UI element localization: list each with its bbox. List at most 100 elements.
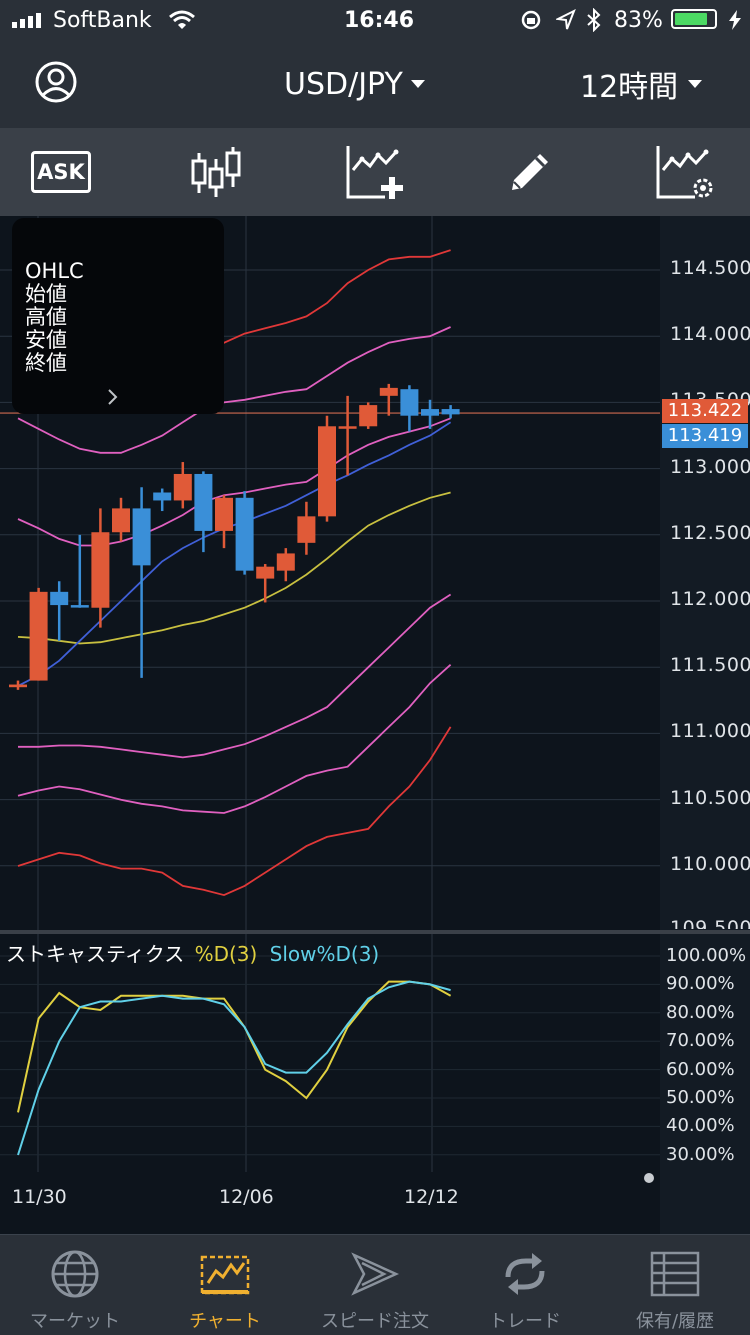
orientation-lock-icon [521, 10, 541, 30]
tab-label: チャート [189, 1311, 261, 1332]
wifi-icon [169, 10, 195, 29]
ma-blue-line [17, 421, 452, 687]
candle-body [153, 492, 172, 501]
ohlc-title: OHLC [25, 259, 84, 283]
candle-body [50, 591, 69, 606]
stoch-slow-d-line [17, 980, 451, 1156]
timeframe-selector[interactable]: 12時間 [580, 62, 703, 106]
chevron-down-icon [688, 80, 703, 88]
ma-yellow-line [17, 491, 451, 645]
tab-market[interactable]: マーケット [0, 1235, 150, 1335]
band-red-lower [17, 726, 452, 897]
candle-body [112, 508, 130, 533]
band-pink-outer-upper [17, 326, 451, 454]
stoch-y-tick: 60.00% [666, 1058, 735, 1080]
tab-positions-history[interactable]: 保有/履歴 [600, 1235, 750, 1335]
chart-type-button[interactable] [161, 128, 271, 216]
price-axis [660, 216, 750, 1234]
pencil-icon [512, 154, 548, 190]
y-tick: 112.500 [670, 521, 750, 544]
stoch-d-label: %D(3) [194, 942, 258, 966]
y-tick: 114.500 [670, 257, 750, 279]
candle-body [9, 684, 27, 688]
bid-price-tag: 113.419 [662, 424, 748, 449]
candle-body [441, 409, 460, 415]
add-indicator-button[interactable] [320, 128, 430, 216]
chevron-right-icon[interactable] [106, 388, 120, 406]
globe-icon [51, 1250, 99, 1298]
candle-body [29, 591, 48, 681]
candle-body [132, 508, 151, 566]
band-pink-inner-lower [18, 593, 452, 759]
stoch-y-tick: 90.00% [666, 973, 735, 995]
candle-body [70, 605, 89, 608]
bluetooth-icon [587, 8, 601, 32]
candle-body [256, 566, 275, 579]
timeframe-label: 12時間 [580, 70, 679, 105]
tab-chart[interactable]: チャート [150, 1235, 300, 1335]
candle-body [215, 497, 233, 531]
add-indicator-icon [346, 146, 403, 199]
candle-body [173, 473, 192, 501]
pair-selector[interactable]: USD/JPY [284, 62, 425, 106]
stoch-y-tick: 30.00% [666, 1143, 735, 1165]
signal-icon [12, 13, 41, 28]
battery-percent: 83% [614, 8, 663, 33]
candle-body [359, 405, 378, 427]
ask-label: ASK [31, 151, 91, 193]
tab-label: トレード [489, 1311, 561, 1332]
ohlc-panel[interactable]: OHLC 始値 高値 安値 終値 [12, 218, 224, 414]
scroll-indicator [644, 1173, 654, 1183]
ask-bid-toggle-button[interactable]: ASK [6, 128, 116, 216]
stochastics-legend: ストキャスティクス %D(3) Slow%D(3) [6, 938, 379, 967]
ohlc-close-label: 終値 [25, 351, 67, 375]
status-bar: SoftBank 16:46 83% [0, 0, 750, 40]
candle-body [194, 473, 213, 531]
stoch-y-tick: 100.00% [666, 945, 747, 966]
list-icon [650, 1251, 700, 1297]
indicator-settings-button[interactable] [630, 128, 740, 216]
draw-tool-button[interactable] [475, 128, 585, 216]
stoch-y-tick: 40.00% [666, 1115, 735, 1137]
x-tick: 11/30 [12, 1186, 67, 1208]
candle-body [379, 387, 398, 396]
clock: 16:46 [344, 8, 415, 33]
candle-body [91, 532, 110, 608]
carrier-name: SoftBank [53, 8, 152, 33]
speed-order-icon [351, 1252, 400, 1296]
tab-trade[interactable]: トレード [450, 1235, 600, 1335]
tab-bar: マーケット チャート スピード注文 トレード [0, 1234, 750, 1335]
x-tick: 12/06 [219, 1186, 274, 1208]
ohlc-high-label: 高値 [25, 305, 67, 329]
ohlc-low-label: 安値 [25, 328, 67, 352]
y-tick: 111.000 [670, 720, 750, 743]
stoch-y-tick: 70.00% [666, 1030, 735, 1052]
tab-label: 保有/履歴 [635, 1311, 715, 1332]
tab-speed-order[interactable]: スピード注文 [300, 1235, 450, 1335]
band-pink-inner-upper [17, 417, 451, 547]
stoch-d-line [17, 980, 452, 1113]
account-icon[interactable] [34, 60, 78, 104]
candle-body [421, 409, 439, 416]
candle-body [235, 497, 254, 571]
battery-icon [671, 9, 717, 29]
tab-label: マーケット [30, 1311, 120, 1332]
candlestick-icon [191, 147, 241, 197]
y-tick: 114.000 [670, 323, 750, 346]
chevron-down-icon [410, 80, 425, 88]
candle-body [276, 553, 295, 571]
y-tick: 110.000 [670, 852, 750, 875]
y-tick: 112.000 [670, 588, 750, 610]
y-tick: 111.500 [670, 654, 750, 677]
chart-toolbar: ASK [0, 128, 750, 216]
refresh-icon [505, 1253, 545, 1295]
stoch-y-tick: 50.00% [666, 1087, 735, 1108]
candle-body [338, 426, 357, 429]
ohlc-open-label: 始値 [25, 282, 67, 306]
chart-icon [200, 1255, 250, 1295]
ask-price-tag: 113.422 [662, 399, 748, 424]
y-tick: 109.500 [670, 917, 750, 929]
stoch-slow-label: Slow%D(3) [269, 942, 380, 966]
band-pink-outer-lower [17, 664, 452, 814]
y-tick: 110.500 [670, 786, 750, 809]
